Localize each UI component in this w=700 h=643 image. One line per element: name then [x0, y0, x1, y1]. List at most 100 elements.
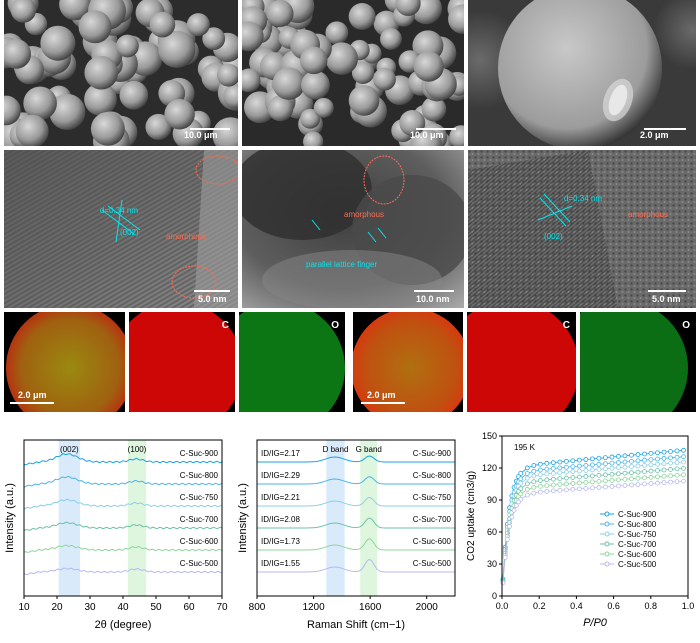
isotherm-point [668, 467, 673, 472]
isotherm-point [518, 476, 524, 482]
y-tick-label: 90 [487, 495, 497, 505]
isotherm-point [504, 537, 510, 542]
isotherm-point [629, 452, 634, 458]
isotherm-point [635, 452, 641, 457]
series-label: C-Suc-750 [413, 493, 452, 502]
isotherm-point [661, 480, 667, 485]
isotherm-point [681, 447, 686, 453]
isotherm-point [609, 484, 615, 489]
isotherm-point [603, 472, 608, 478]
raman-series-line [257, 559, 455, 573]
sem-image-3: 2.0 μm [468, 0, 696, 146]
band-label: (100) [128, 445, 147, 454]
raman-series-line [257, 517, 455, 529]
isotherm-point [655, 480, 660, 486]
isotherm-point [537, 461, 543, 467]
isotherm-point [518, 480, 524, 486]
x-tick-label: 0.0 [496, 601, 509, 611]
isotherm-point [531, 485, 537, 490]
isotherm-point [550, 488, 556, 494]
isotherm-point [524, 465, 530, 471]
isotherm-point [622, 470, 628, 476]
sem-image-2: 10.0 μm [242, 0, 464, 146]
element-label-carbon: C [562, 320, 570, 331]
isotherm-point [544, 483, 550, 489]
highlight-band [58, 440, 81, 596]
sem-scale-label: 10.0 μm [184, 130, 218, 140]
microsphere [145, 113, 172, 140]
microsphere [266, 0, 294, 28]
isotherm-point [648, 457, 654, 463]
isotherm-point [674, 479, 680, 485]
isotherm-point [635, 469, 641, 475]
series-label: C-Suc-500 [413, 559, 452, 568]
eds-scale-label: 2.0 μm [367, 390, 396, 400]
microsphere [186, 13, 210, 37]
isotherm-point [661, 461, 667, 467]
series-label: C-Suc-600 [180, 537, 219, 546]
isotherm-line [502, 474, 684, 583]
isotherm-point [616, 465, 621, 471]
isotherm-point [622, 483, 628, 488]
isotherm-point [537, 478, 543, 483]
isotherm-point [668, 460, 673, 466]
isotherm-point [642, 481, 647, 487]
series-label: C-Suc-900 [180, 449, 219, 458]
microsphere [59, 0, 92, 21]
isotherm-point [576, 486, 582, 492]
id-ig-ratio-label: ID/IG=1.55 [261, 559, 300, 568]
x-tick-label: 60 [183, 602, 195, 613]
isotherm-point [661, 473, 667, 479]
isotherm-point [635, 463, 641, 469]
isotherm-point [589, 456, 595, 462]
isotherm-point [524, 487, 530, 492]
amorphous-label: amorphous [166, 232, 207, 241]
eds-overlay-right: 2.0 μm [353, 312, 463, 412]
series-label: C-Suc-600 [413, 537, 452, 546]
tem-scale-label: 5.0 nm [198, 294, 227, 304]
amorphous-label: amorphous [628, 210, 669, 219]
isotherm-point [681, 459, 686, 465]
isotherm-point [570, 469, 576, 474]
isotherm-point [596, 478, 602, 484]
isotherm-point [616, 460, 621, 465]
band-label: G band [356, 445, 382, 454]
y-axis-label: Intensity (a.u.) [4, 483, 16, 553]
isotherm-point [609, 460, 615, 466]
microsphere [4, 38, 32, 69]
isotherm-point [550, 482, 556, 488]
isotherm-point [583, 457, 589, 462]
microsphere [223, 83, 238, 109]
legend-label: C-Suc-800 [618, 520, 657, 529]
isotherm-point [550, 460, 556, 466]
isotherm-point [616, 471, 621, 477]
sem-image-1: 10.0 μm [4, 0, 238, 146]
tem-scale-label: 10.0 nm [416, 294, 450, 304]
raman-series-line [257, 476, 455, 485]
isotherm-point [563, 464, 569, 470]
isotherm-point [629, 464, 634, 469]
microsphere [78, 10, 112, 44]
isotherm-point [596, 485, 602, 490]
legend-marker [604, 551, 610, 557]
temperature-annotation: 195 K [514, 443, 536, 452]
plane-label: (002) [544, 232, 563, 241]
isotherm-point [550, 476, 556, 482]
x-axis-label: 2θ (degree) [95, 619, 152, 631]
microsphere [299, 46, 328, 75]
isotherm-point [635, 475, 641, 481]
isotherm-point [563, 481, 569, 487]
isotherm-point [531, 479, 537, 485]
id-ig-ratio-label: ID/IG=2.17 [261, 449, 300, 458]
element-label-oxygen: O [331, 320, 339, 331]
isotherm-point [674, 454, 680, 460]
isotherm-point [557, 487, 563, 493]
microsphere [242, 21, 264, 52]
isotherm-point [537, 467, 543, 473]
isotherm-point [603, 478, 608, 484]
legend-label: C-Suc-600 [618, 550, 657, 559]
isotherm-point [537, 472, 543, 478]
isotherm-point [674, 466, 680, 472]
isotherm-point [563, 475, 569, 481]
legend-marker [604, 521, 610, 527]
